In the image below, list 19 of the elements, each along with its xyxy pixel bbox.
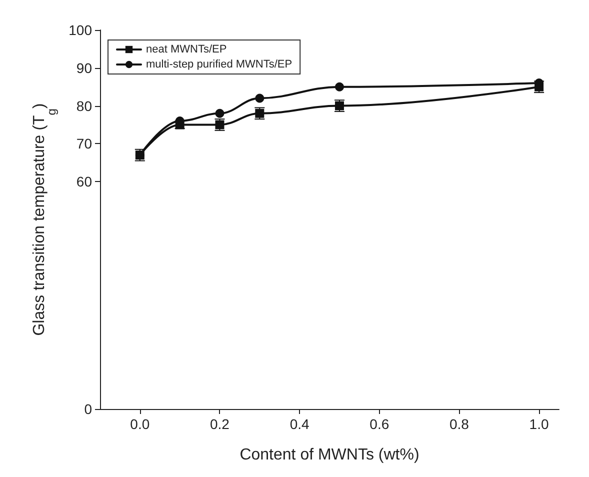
y-tick-label: 60 xyxy=(76,174,92,190)
x-axis-title: Content of MWNTs (wt%) xyxy=(240,446,420,464)
point xyxy=(215,108,224,118)
y-tick-label: 0 xyxy=(84,401,92,417)
x-tick-label: 0.0 xyxy=(130,416,150,432)
y-tick-label: 70 xyxy=(76,136,92,152)
point xyxy=(334,82,344,92)
x-tick-label: 1.0 xyxy=(529,416,549,432)
x-tick-label: 0.6 xyxy=(370,416,390,432)
y-axis-title: Glass transition temperature (Tg) xyxy=(31,103,59,336)
x-tick-label: 0.2 xyxy=(210,416,230,432)
x-tick-label: 0.4 xyxy=(290,416,310,432)
x-tick-label: 0.8 xyxy=(449,416,470,432)
y-tick-label: 90 xyxy=(76,60,92,76)
legend-label: neat MWNTs/EP xyxy=(146,44,227,56)
point xyxy=(255,94,264,103)
y-tick-label: 80 xyxy=(76,98,92,114)
y-tick-label: 100 xyxy=(68,22,92,38)
legend-label: multi-step purified MWNTs/EP xyxy=(146,58,292,70)
